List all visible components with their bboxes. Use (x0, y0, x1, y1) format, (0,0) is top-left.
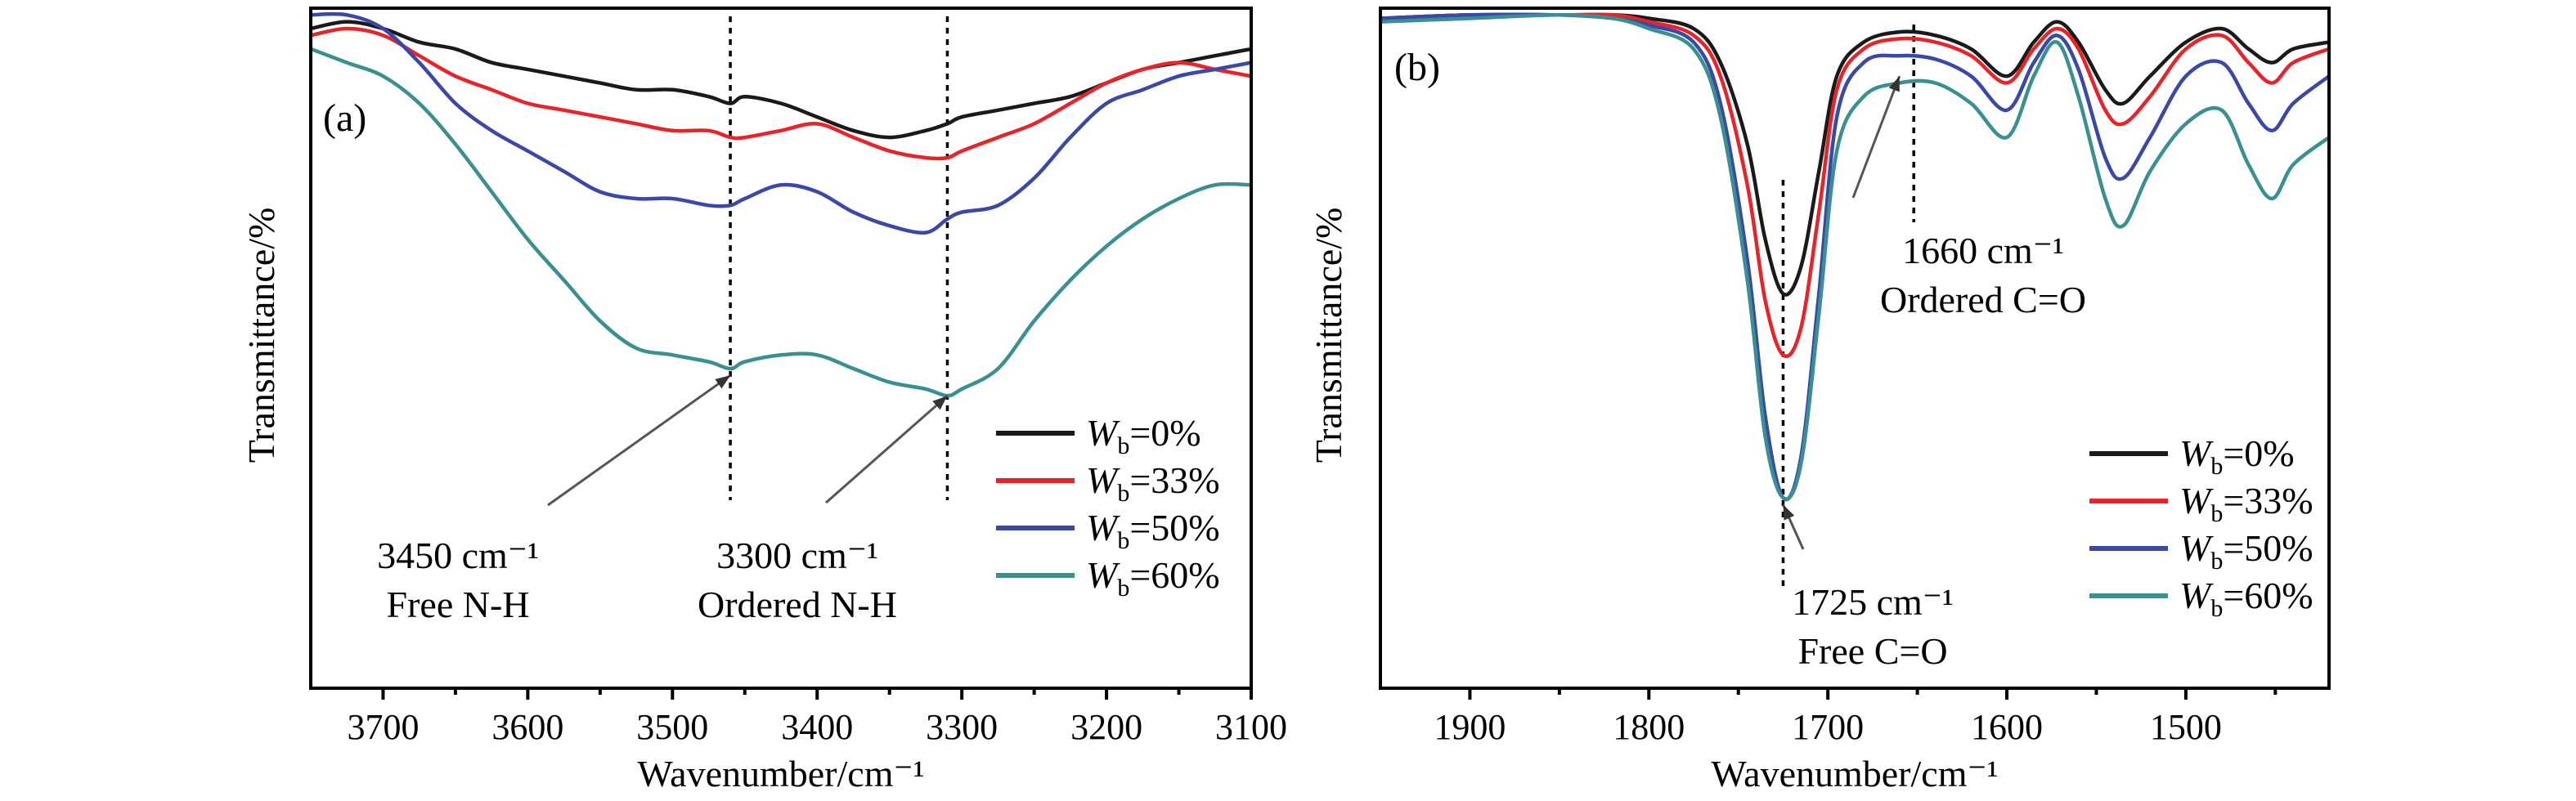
annotation-arrow (547, 374, 731, 507)
legend-subscript: b (1117, 575, 1129, 602)
legend-symbol: W (2179, 432, 2214, 474)
legend-value: =33% (2223, 480, 2313, 521)
legend-value: =0% (1129, 412, 1200, 454)
legend-symbol: W (1086, 507, 1120, 548)
legend-symbol: W (2179, 575, 2214, 616)
panel-label: (b) (1394, 46, 1440, 89)
x-tick-label: 1700 (1792, 707, 1864, 747)
x-axis-label: Wavenumber/cm⁻¹ (1711, 753, 1998, 794)
annotation-wavenumber: 3300 cm⁻¹ (716, 535, 878, 576)
annotation-assignment: Ordered N-H (698, 584, 897, 625)
x-tick-label: 1800 (1613, 707, 1685, 747)
panel-label: (a) (323, 96, 366, 140)
series-line (311, 26, 1251, 161)
legend-symbol: W (1086, 412, 1120, 454)
annotation-wavenumber: 3450 cm⁻¹ (377, 535, 539, 576)
x-tick-label: 3400 (781, 707, 853, 747)
plot-frame (1379, 7, 2331, 690)
annotation-assignment: Free C=O (1797, 630, 1947, 672)
plot-frame (309, 7, 1253, 690)
x-tick-label: 1500 (2150, 707, 2222, 747)
series-line (1380, 13, 2329, 501)
legend-label: Wb=60% (2179, 575, 2313, 622)
legend-subscript: b (1117, 480, 1129, 507)
series-group (311, 11, 1251, 500)
legend-symbol: W (2179, 480, 2214, 521)
x-tick-label: 3200 (1070, 707, 1142, 747)
annotation-assignment: Free N-H (387, 584, 530, 625)
annotation-arrow (825, 395, 949, 504)
legend-value: =33% (1129, 459, 1219, 501)
x-tick-label: 1900 (1434, 707, 1506, 747)
legend-value: =60% (1129, 554, 1219, 596)
series-line (1380, 12, 2329, 297)
legend-label: Wb=0% (2179, 432, 2295, 480)
annotation-wavenumber: 1660 cm⁻¹ (1902, 230, 2064, 271)
series-line (1380, 12, 2329, 358)
annotation-arrowhead (932, 396, 948, 410)
legend-symbol: W (1086, 554, 1120, 596)
x-tick-label: 3300 (926, 707, 998, 747)
legend-symbol: W (2179, 527, 2214, 569)
legend-value: =50% (1129, 507, 1219, 548)
legend-value: =50% (2223, 527, 2313, 569)
x-tick-label: 3100 (1215, 707, 1287, 747)
x-tick-label: 1600 (1971, 707, 2043, 747)
x-tick-label: 3500 (636, 707, 708, 747)
legend-subscript: b (1117, 432, 1129, 459)
legend-label: Wb=50% (2179, 527, 2313, 575)
legend-subscript: b (2210, 548, 2223, 575)
series-line (311, 11, 1251, 235)
legend-label: Wb=60% (1086, 554, 1220, 602)
x-axis-label: Wavenumber/cm⁻¹ (637, 753, 924, 794)
annotation-arrow (1851, 75, 1901, 199)
series-line (311, 47, 1251, 398)
legend-label: Wb=0% (1086, 412, 1201, 459)
legend-label: Wb=33% (1086, 459, 1220, 507)
series-line (311, 20, 1251, 140)
legend-subscript: b (2210, 453, 2223, 480)
legend-symbol: W (1086, 459, 1120, 501)
legend-label: Wb=33% (2179, 480, 2313, 527)
legend-value: =60% (2223, 575, 2313, 616)
y-axis-label: Transmittance/% (1308, 208, 1349, 463)
annotation-wavenumber: 1725 cm⁻¹ (1792, 581, 1954, 623)
annotation-arrowhead (1783, 504, 1795, 521)
legend-value: =0% (2223, 432, 2294, 474)
annotation-arrowhead (1888, 76, 1900, 92)
series-line (1380, 12, 2329, 502)
x-tick-label: 3600 (491, 707, 563, 747)
y-axis-label: Transmittance/% (240, 208, 282, 463)
x-tick-label: 3700 (347, 707, 419, 747)
annotation-arrowhead (715, 375, 731, 389)
legend-label: Wb=50% (1086, 507, 1220, 554)
annotation-assignment: Ordered C=O (1880, 279, 2086, 320)
legend-subscript: b (1117, 527, 1129, 554)
legend-subscript: b (2210, 595, 2223, 622)
legend-subscript: b (2210, 500, 2223, 527)
series-group (1380, 12, 2329, 590)
